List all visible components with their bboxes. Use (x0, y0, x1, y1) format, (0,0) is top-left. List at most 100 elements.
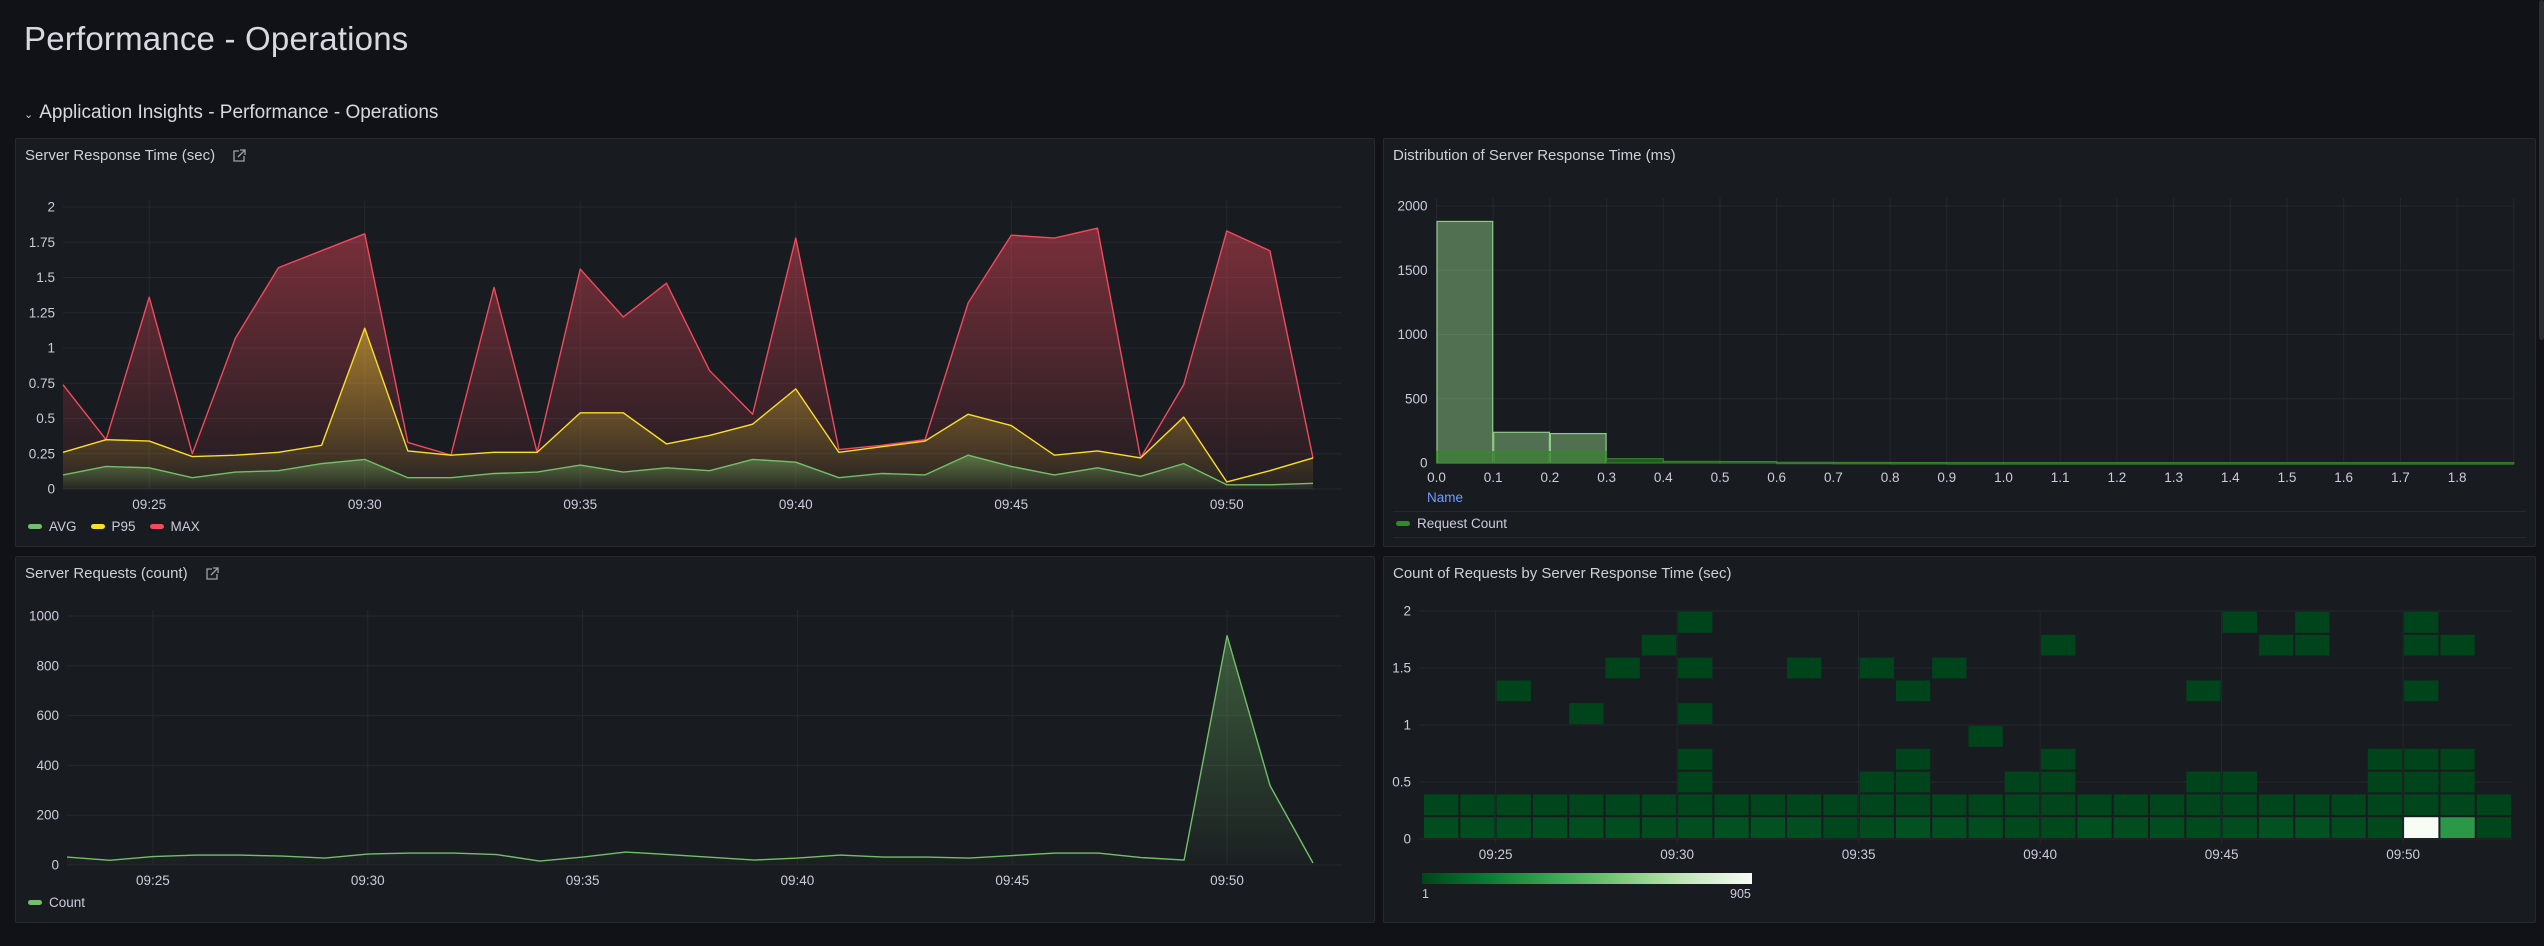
heatmap-cell[interactable] (2258, 634, 2294, 656)
heatmap-cell[interactable] (1895, 748, 1931, 770)
histogram-bar-request-count[interactable] (1549, 451, 1608, 464)
heatmap-cell[interactable] (1678, 794, 1713, 816)
heatmap-cell[interactable] (1968, 794, 2003, 816)
x-field-label[interactable]: Name (1427, 490, 1464, 505)
heatmap-cell[interactable] (1932, 794, 1967, 816)
heatmap-cell[interactable] (2367, 817, 2403, 838)
histogram-bar-request-count[interactable] (2003, 462, 2515, 465)
heatmap-cell[interactable] (1823, 817, 1858, 838)
heatmap-cell[interactable] (2186, 794, 2221, 816)
heatmap-cell[interactable] (2077, 817, 2112, 838)
legend-item-avg[interactable]: AVG (28, 519, 77, 534)
heatmap-cell[interactable] (1750, 794, 1785, 816)
heatmap-cell[interactable] (2476, 794, 2511, 816)
heatmap-cell[interactable] (1932, 817, 1967, 838)
histogram-bar-request-count[interactable] (1719, 460, 1778, 464)
heatmap-cell[interactable] (2404, 612, 2439, 633)
heatmap-cell[interactable] (1895, 817, 1931, 838)
heatmap-cell[interactable] (2331, 817, 2366, 838)
heatmap-cell[interactable] (1787, 817, 1822, 838)
histogram-bar[interactable] (1436, 220, 1494, 464)
heatmap-cell[interactable] (1859, 771, 1894, 793)
panel-title[interactable]: Server Requests (count) (25, 565, 220, 582)
heatmap-cell[interactable] (2404, 748, 2439, 770)
heatmap-cell[interactable] (2222, 817, 2257, 838)
panel-title[interactable]: Count of Requests by Server Response Tim… (1393, 565, 1731, 582)
heatmap-cell[interactable] (1678, 703, 1713, 724)
distribution-chart[interactable]: 0 500 1000 1500 2000 0.0 0.1 0.2 0.3 0.4 0.5 0.6 0.7… (1384, 139, 2537, 548)
heatmap-cell[interactable] (2295, 794, 2330, 816)
heatmap-cell[interactable] (1496, 680, 1531, 702)
heatmap-cell[interactable] (1641, 817, 1677, 838)
heatmap-cell[interactable] (2258, 817, 2294, 838)
heatmap-cell[interactable] (1678, 612, 1713, 633)
heatmap-cell[interactable] (1605, 657, 1640, 679)
heatmap-cell[interactable] (1496, 794, 1531, 816)
heatmap-cell[interactable] (1895, 680, 1931, 702)
heatmap-cell[interactable] (2295, 612, 2330, 633)
heatmap-cell[interactable] (2367, 794, 2403, 816)
page-scrollbar[interactable] (2539, 0, 2544, 340)
histogram-bar-request-count[interactable] (1606, 458, 1664, 464)
heatmap-cell[interactable] (1569, 817, 1604, 838)
histogram-bar-request-count[interactable] (1662, 460, 1721, 464)
heatmap-cell[interactable] (2041, 748, 2076, 770)
heatmap-cell[interactable] (2004, 794, 2040, 816)
heatmap-cell[interactable] (1678, 748, 1713, 770)
heatmap-cell[interactable] (2186, 771, 2221, 793)
heatmap-cell[interactable] (2004, 771, 2040, 793)
heatmap-cell[interactable] (2404, 680, 2439, 702)
legend-item-max[interactable]: MAX (149, 519, 200, 534)
heatmap-cell[interactable] (1424, 817, 1459, 838)
histogram-bar-request-count[interactable] (1776, 461, 1834, 465)
heatmap-cell[interactable] (2367, 771, 2403, 793)
heatmap-chart[interactable]: 0 0.5 1 1.5 2 09:25 09:30 09:35 09:40 09:45 09:50 (1384, 557, 2537, 924)
histogram-bar-request-count[interactable] (1889, 461, 1948, 465)
response-time-chart[interactable]: 0 0.25 0.5 0.75 1 1.25 1.5 1.75 2 09:25 09:30 09:35… (16, 139, 1376, 548)
heatmap-cell[interactable] (1895, 794, 1931, 816)
heatmap-cell[interactable] (1968, 817, 2003, 838)
heatmap-cell[interactable] (2295, 634, 2330, 656)
series-line-count[interactable] (66, 634, 1314, 864)
heatmap-cell[interactable] (2113, 794, 2148, 816)
heatmap-cell[interactable] (1787, 657, 1822, 679)
heatmap-cell[interactable] (2440, 794, 2475, 816)
heatmap-cell[interactable] (2295, 817, 2330, 838)
heatmap-cell[interactable] (2476, 817, 2511, 838)
requests-chart[interactable]: 0 200 400 600 800 1000 09:25 09:30 09:35 09:40 09:… (16, 557, 1376, 924)
heatmap-cell[interactable] (1750, 817, 1785, 838)
heatmap-cell[interactable] (2440, 817, 2475, 838)
histogram-bar-request-count[interactable] (1436, 451, 1494, 464)
heatmap-cell[interactable] (2041, 771, 2076, 793)
legend-item-count[interactable]: Count (28, 895, 85, 910)
heatmap-cell[interactable] (2186, 817, 2221, 838)
histogram-bar-request-count[interactable] (1946, 462, 2004, 465)
heatmap-cell[interactable] (2404, 817, 2439, 838)
heatmap-cell[interactable] (1532, 794, 1568, 816)
external-link-icon[interactable] (231, 148, 247, 164)
heatmap-cell[interactable] (1678, 657, 1713, 679)
heatmap-cell[interactable] (1678, 771, 1713, 793)
heatmap-cell[interactable] (1714, 817, 1749, 838)
heatmap-cell[interactable] (2041, 634, 2076, 656)
heatmap-cell[interactable] (1641, 794, 1677, 816)
heatmap-cell[interactable] (2440, 771, 2475, 793)
series-line-p95[interactable] (62, 327, 1314, 483)
heatmap-cell[interactable] (1460, 794, 1495, 816)
heatmap-cell[interactable] (1569, 703, 1604, 724)
external-link-icon[interactable] (204, 566, 220, 582)
heatmap-cell[interactable] (2041, 794, 2076, 816)
heatmap-cell[interactable] (1424, 794, 1459, 816)
heatmap-cell[interactable] (2222, 612, 2257, 633)
heatmap-cell[interactable] (1859, 817, 1894, 838)
heatmap-cell[interactable] (2404, 634, 2439, 656)
heatmap-cell[interactable] (2258, 794, 2294, 816)
legend-item-request-count[interactable]: Request Count (1396, 516, 1507, 531)
heatmap-cell[interactable] (2331, 794, 2366, 816)
heatmap-cell[interactable] (2222, 771, 2257, 793)
heatmap-cell[interactable] (1859, 794, 1894, 816)
heatmap-cell[interactable] (1932, 657, 1967, 679)
heatmap-cell[interactable] (1678, 817, 1713, 838)
row-header-toggle[interactable]: ⌄ Application Insights - Performance - O… (24, 102, 438, 124)
panel-title[interactable]: Server Response Time (sec) (25, 147, 247, 164)
